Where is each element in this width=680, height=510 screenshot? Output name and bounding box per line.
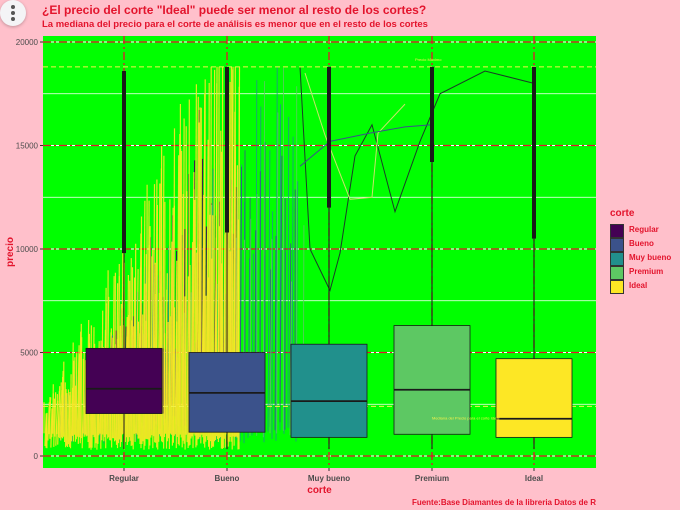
price-line-bueno xyxy=(299,124,433,167)
y-axis-title: precio xyxy=(5,237,16,267)
price-trace-ideal xyxy=(54,392,57,437)
price-trace-ideal xyxy=(65,389,67,448)
x-tick-label: Muy bueno xyxy=(308,474,350,483)
chart-title: ¿El precio del corte "Ideal" puede ser m… xyxy=(42,3,427,17)
price-trace-ideal xyxy=(56,394,58,435)
box-premium xyxy=(393,325,471,435)
legend-label: Ideal xyxy=(629,281,648,290)
price-trace-ideal xyxy=(183,296,186,444)
price-trace-premium xyxy=(276,112,279,434)
legend-label: Premium xyxy=(629,267,664,276)
kebab-dot-icon xyxy=(11,5,15,9)
chart-caption: Fuente:Base Diamantes de la libreria Dat… xyxy=(411,498,596,507)
price-trace-ideal xyxy=(181,193,184,448)
price-trace-ideal xyxy=(162,155,165,443)
price-trace-ideal xyxy=(71,342,74,436)
price-trace-ideal xyxy=(58,391,60,438)
legend-label: Muy bueno xyxy=(629,253,672,262)
box-ideal xyxy=(495,358,573,438)
price-trace-ideal xyxy=(177,133,181,445)
price-trace-ideal xyxy=(170,207,174,435)
y-tick-label: 10000 xyxy=(16,245,39,254)
price-trace-muy-bueno xyxy=(271,211,274,440)
y-tick-label: 15000 xyxy=(16,142,39,151)
price-trace-ideal xyxy=(172,128,176,443)
price-trace-ideal xyxy=(44,413,47,447)
legend-key-muy-bueno xyxy=(610,252,624,266)
price-trace-ideal xyxy=(77,353,81,444)
price-trace-ideal xyxy=(73,357,76,435)
box-muy-bueno xyxy=(290,343,368,438)
price-trace-ideal xyxy=(50,408,53,448)
legend-key-regular xyxy=(610,224,624,238)
y-tick-label: 20000 xyxy=(16,38,39,47)
price-trace-ideal xyxy=(64,382,66,443)
price-trace-ideal xyxy=(69,374,72,449)
x-tick-label: Ideal xyxy=(525,474,543,483)
price-trace-ideal xyxy=(78,331,82,438)
y-tick-label: 0 xyxy=(34,452,39,461)
legend-key-bueno xyxy=(610,238,624,252)
chart-subtitle: La mediana del precio para el corte de a… xyxy=(42,19,428,30)
price-trace-muy-bueno xyxy=(267,150,271,432)
price-trace-muy-bueno xyxy=(275,66,278,441)
price-line-ideal xyxy=(304,72,406,200)
price-trace-ideal xyxy=(59,382,62,439)
price-trace-bueno xyxy=(279,155,283,423)
price-trace-ideal xyxy=(52,384,54,434)
price-trace-ideal xyxy=(186,276,189,443)
x-tick-label: Bueno xyxy=(215,474,240,483)
price-trace-muy-bueno xyxy=(287,116,290,428)
price-trace-premium xyxy=(269,238,273,434)
price-trace-ideal xyxy=(47,402,50,441)
price-trace-ideal xyxy=(182,118,185,441)
legend-label: Regular xyxy=(629,225,659,234)
price-trace-ideal xyxy=(66,389,70,448)
legend-key-ideal xyxy=(610,280,624,294)
x-tick-label: Premium xyxy=(415,474,449,483)
legend-key-premium xyxy=(610,266,624,280)
x-axis-title: corte xyxy=(307,485,332,496)
kebab-dot-icon xyxy=(11,17,15,21)
price-trace-ideal xyxy=(166,321,169,442)
price-trace-ideal xyxy=(176,155,180,438)
price-trace-ideal xyxy=(169,241,173,434)
y-tick-label: 5000 xyxy=(20,349,38,358)
box-regular xyxy=(85,347,163,414)
price-trace-bueno xyxy=(274,235,277,431)
price-trace-ideal xyxy=(76,345,80,437)
x-tick-label: Regular xyxy=(109,474,139,483)
legend-label: Bueno xyxy=(629,239,654,248)
price-line-dark xyxy=(299,66,535,292)
kebab-dot-icon xyxy=(11,11,15,15)
more-options-button[interactable] xyxy=(0,0,26,26)
legend-title: corte xyxy=(610,208,635,219)
ideal-median-label: Mediana del Precio para el corte Ideal xyxy=(432,416,499,421)
max-price-label: Precio Máximo xyxy=(415,57,442,62)
price-trace-ideal xyxy=(168,199,171,450)
